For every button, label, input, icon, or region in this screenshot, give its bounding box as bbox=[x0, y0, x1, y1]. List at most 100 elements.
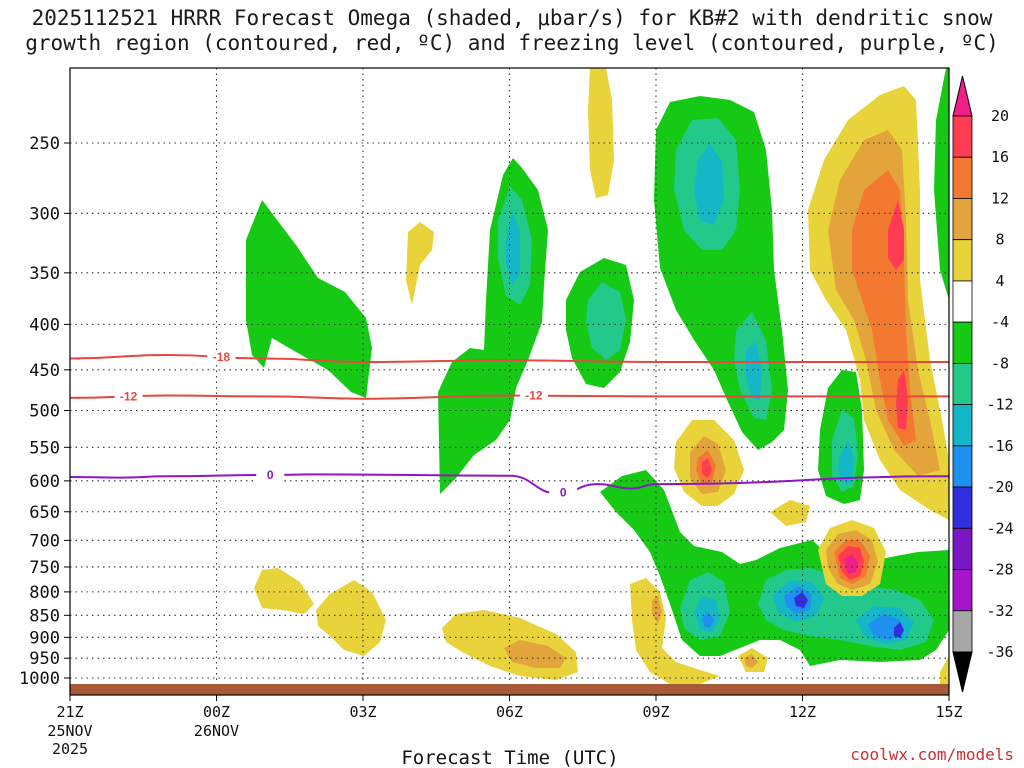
colorbar-bottom-arrow bbox=[952, 651, 973, 693]
colorbar-swatch bbox=[952, 610, 973, 653]
omega-region bbox=[896, 370, 908, 430]
omega-shading bbox=[246, 68, 949, 684]
omega-region bbox=[838, 440, 854, 484]
x-tick-label: 06Z bbox=[496, 703, 523, 721]
y-tick-label: 250 bbox=[29, 134, 60, 154]
ground-surface bbox=[70, 684, 949, 695]
pressure-axis: 2503003504004505005506006507007508008509… bbox=[19, 134, 70, 689]
site-credit: coolwx.com/models bbox=[850, 745, 1014, 764]
y-tick-label: 550 bbox=[29, 438, 60, 458]
omega-region bbox=[652, 596, 662, 624]
contour-label-bg bbox=[549, 485, 578, 500]
x-tick-date: 2025 bbox=[52, 740, 88, 758]
colorbar-swatch bbox=[952, 239, 973, 282]
x-tick-label: 03Z bbox=[349, 703, 376, 721]
omega-region bbox=[586, 282, 626, 360]
chart-title-line2: growth region (contoured, red, ºC) and f… bbox=[25, 31, 999, 55]
colorbar-swatch bbox=[952, 486, 973, 529]
y-tick-label: 700 bbox=[29, 531, 60, 551]
omega-region bbox=[888, 200, 904, 270]
y-tick-label: 450 bbox=[29, 361, 60, 381]
contour-line bbox=[69, 353, 949, 364]
colorbar-tick-label: 16 bbox=[991, 148, 1009, 166]
omega-region bbox=[694, 144, 724, 225]
colorbar-swatch bbox=[952, 198, 973, 241]
colorbar-swatch bbox=[952, 362, 973, 406]
colorbar-tick-label: 4 bbox=[995, 272, 1004, 290]
colorbar-tick-label: 20 bbox=[991, 107, 1009, 125]
omega-region bbox=[504, 640, 566, 668]
x-axis-label: Forecast Time (UTC) bbox=[401, 747, 618, 768]
contour-label-bg bbox=[207, 349, 236, 364]
colorbar-tick-label: -16 bbox=[986, 437, 1013, 455]
y-tick-label: 1000 bbox=[19, 669, 60, 689]
colorbar-tick-label: -12 bbox=[986, 396, 1013, 414]
colorbar-tick-label: 12 bbox=[991, 189, 1009, 207]
colorbar-tick-label: -20 bbox=[986, 478, 1013, 496]
omega-region bbox=[702, 458, 712, 478]
y-tick-label: 800 bbox=[29, 583, 60, 603]
x-tick-label: 15Z bbox=[935, 703, 962, 721]
colorbar-tick-label: -24 bbox=[986, 519, 1013, 537]
omega-region bbox=[254, 568, 314, 614]
x-tick-label: 12Z bbox=[789, 703, 816, 721]
colorbar-swatch bbox=[952, 527, 973, 570]
contour-label: 0 bbox=[267, 468, 274, 482]
omega-region bbox=[770, 500, 810, 526]
contour-label: -12 bbox=[120, 390, 138, 404]
y-tick-label: 650 bbox=[29, 503, 60, 523]
colorbar-tick-label: -36 bbox=[986, 643, 1013, 661]
contour-label-bg bbox=[114, 389, 143, 404]
colorbar-swatch bbox=[952, 569, 973, 612]
contour-line bbox=[69, 394, 949, 400]
colorbar-swatch bbox=[952, 115, 973, 158]
y-tick-label: 850 bbox=[29, 606, 60, 626]
colorbar-tick-label: -28 bbox=[986, 561, 1013, 579]
temperature-contours: -18 -12 -12 0 0 bbox=[69, 349, 950, 500]
colorbar-tick-label: -8 bbox=[991, 354, 1009, 372]
omega-region bbox=[844, 554, 858, 574]
colorbar-swatch bbox=[952, 321, 973, 364]
contour-line bbox=[69, 473, 950, 495]
contour-label: -18 bbox=[213, 350, 231, 364]
y-tick-label: 500 bbox=[29, 402, 60, 422]
x-tick-date: 25NOV bbox=[47, 722, 92, 740]
contour-label: -12 bbox=[525, 389, 543, 403]
omega-region bbox=[940, 656, 949, 684]
y-tick-label: 350 bbox=[29, 264, 60, 284]
y-tick-label: 900 bbox=[29, 628, 60, 648]
omega-region bbox=[246, 200, 372, 398]
colorbar-tick-label: -32 bbox=[986, 602, 1013, 620]
colorbar: 20 16 12 8 4 -4 -8 -12 -16 -20 -24 -28 -32 -36 bbox=[952, 75, 1014, 693]
omega-region bbox=[934, 68, 949, 300]
omega-region bbox=[588, 68, 614, 198]
y-tick-label: 300 bbox=[29, 204, 60, 224]
y-tick-label: 750 bbox=[29, 558, 60, 578]
contour-label-bg bbox=[519, 388, 548, 403]
colorbar-swatch bbox=[952, 156, 973, 199]
y-tick-label: 600 bbox=[29, 472, 60, 492]
colorbar-swatch bbox=[952, 404, 973, 447]
chart-title-line1: 2025112521 HRRR Forecast Omega (shaded, … bbox=[31, 6, 993, 30]
omega-region bbox=[316, 580, 386, 656]
y-tick-label: 400 bbox=[29, 315, 60, 335]
grid-lines bbox=[70, 68, 949, 695]
x-tick-label: 09Z bbox=[642, 703, 669, 721]
omega-region bbox=[438, 158, 548, 494]
y-tick-label: 950 bbox=[29, 649, 60, 669]
contour-label: 0 bbox=[560, 485, 567, 499]
colorbar-swatch bbox=[952, 445, 973, 488]
omega-region bbox=[794, 592, 808, 608]
x-tick-label: 21Z bbox=[56, 703, 83, 721]
colorbar-top-arrow bbox=[952, 75, 973, 117]
omega-region bbox=[746, 342, 762, 400]
x-tick-date: 26NOV bbox=[194, 722, 239, 740]
colorbar-tick-label: -4 bbox=[991, 313, 1009, 331]
contour-label-bg bbox=[256, 467, 285, 482]
omega-region bbox=[702, 612, 714, 628]
colorbar-swatch bbox=[952, 280, 973, 323]
omega-region bbox=[894, 622, 904, 638]
omega-region bbox=[406, 222, 434, 305]
